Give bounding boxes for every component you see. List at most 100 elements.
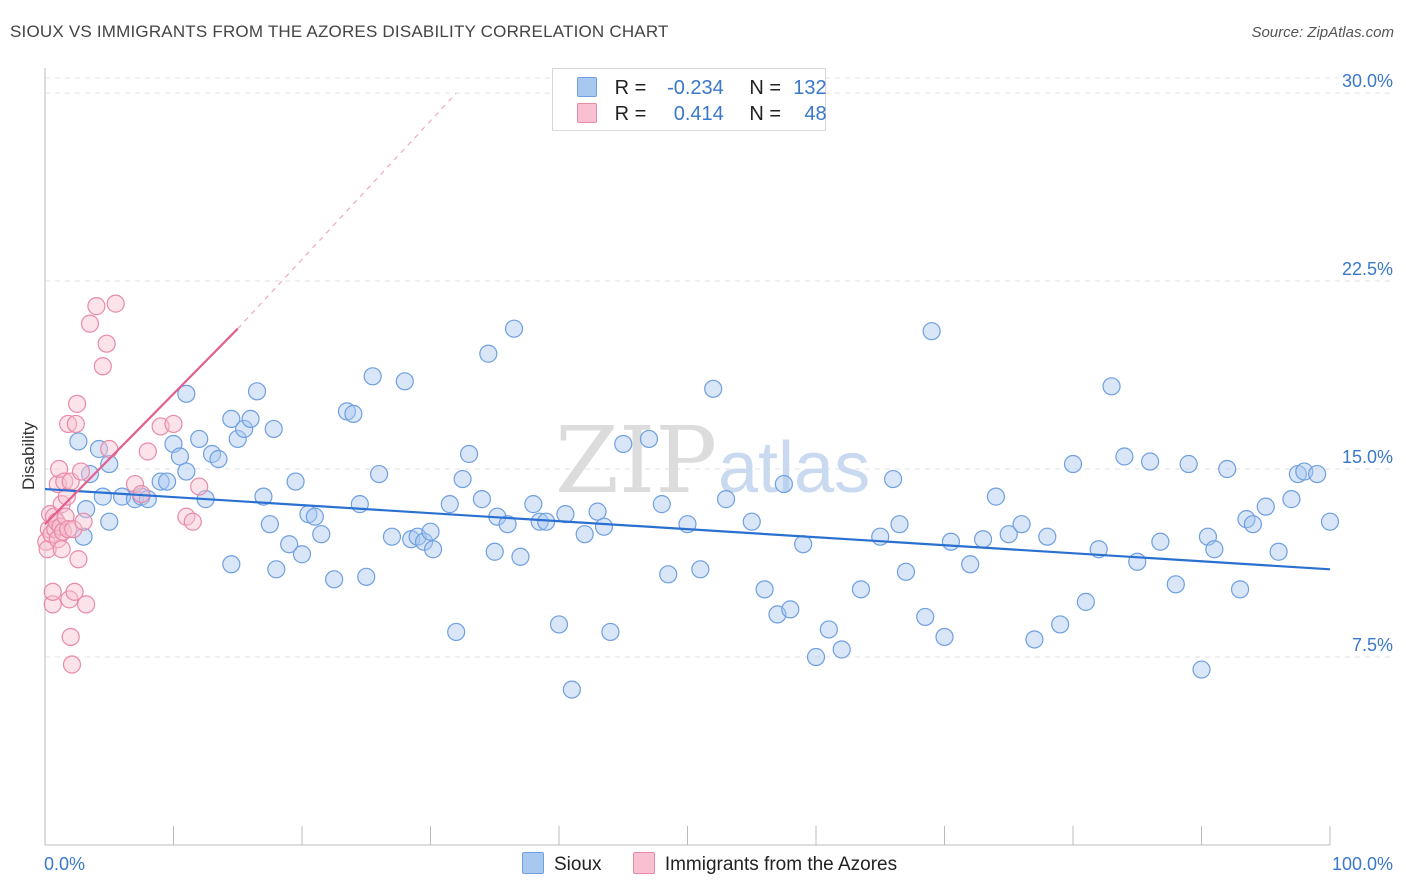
point-sioux [883,469,903,489]
point-azores [64,520,83,539]
point-sioux [1140,452,1160,471]
point-sioux [922,322,941,341]
point-sioux [1308,464,1327,484]
legend-row-sioux: R = -0.234 N = 132 [577,77,827,101]
point-sioux [781,600,800,619]
point-sioux [1230,580,1250,599]
point-sioux [260,515,279,534]
point-azores [61,627,80,647]
point-azores [106,294,125,313]
point-sioux [916,607,935,627]
point-azores [80,314,100,333]
series-label-azores: Immigrants from the Azores [664,854,898,875]
point-sioux [1205,540,1224,559]
legend-r-label: R = [614,77,647,99]
point-sioux [935,627,954,647]
point-sioux [209,449,228,469]
point-sioux [286,472,305,491]
grid-lines [45,77,1395,658]
point-sioux [305,507,324,526]
legend-swatch-sioux [577,77,597,97]
point-sioux [157,472,177,491]
point-sioux [1115,447,1134,466]
y-tick-label: 22.5% [1342,259,1393,279]
point-azores [59,414,78,434]
point-sioux [588,502,607,521]
legend-swatch-azores [577,103,597,123]
point-sioux [498,515,517,534]
point-sioux [370,464,389,484]
point-azores [125,474,145,494]
point-sioux [986,487,1006,506]
point-sioux [74,527,93,546]
legend-n-value: 132 [793,77,827,99]
point-azores [87,297,106,316]
point-sioux [1256,497,1275,516]
point-sioux [1051,615,1070,634]
point-sioux [755,580,774,599]
y-axis-label: Disability [19,421,38,490]
point-azores [52,540,71,559]
point-sioux [151,472,170,491]
point-azores [138,442,157,461]
point-sioux [177,462,196,481]
point-sioux [691,560,710,579]
point-sioux [1179,454,1198,474]
legend-r-label: R = [614,103,647,125]
point-azores [183,512,202,531]
point-azores [43,595,62,614]
legend-r-value: 0.414 [673,103,724,125]
series-legend-item-azores[interactable]: Immigrants from the Azores [632,852,898,876]
point-sioux [280,535,299,554]
point-sioux [100,454,119,474]
point-sioux [222,409,241,429]
point-sioux [222,555,241,574]
point-azores [71,462,91,481]
point-sioux [896,562,916,581]
point-sioux [504,319,524,338]
point-sioux [363,367,382,386]
point-sioux [1269,542,1288,561]
point-sioux [357,567,376,586]
point-sioux [447,622,466,642]
point-sioux [941,532,961,551]
point-sioux [264,419,283,439]
point-azores [66,414,85,434]
point-azores [57,487,76,506]
point-sioux [794,535,813,554]
chart-title: SIOUX VS IMMIGRANTS FROM THE AZORES DISA… [10,22,669,41]
y-tick-label: 15.0% [1342,447,1393,467]
watermark-atlas: atlas [718,428,870,508]
point-sioux [254,487,273,506]
point-sioux [601,622,620,642]
point-sioux [890,515,909,534]
point-sioux [659,565,678,584]
series-legend-item-sioux[interactable]: Sioux [522,852,602,876]
series-swatch-azores [632,852,655,874]
point-sioux [639,429,659,449]
point-sioux [267,560,286,579]
point-sioux [170,447,190,466]
point-sioux [395,372,414,391]
source-label: Source: ZipAtlas.com [1251,24,1394,41]
point-sioux [89,439,109,459]
legend-n-label: N = [749,103,782,125]
point-sioux [453,469,472,489]
point-sioux [190,429,209,449]
watermark-zip: ZIP [555,407,717,514]
legend-r-value: -0.234 [667,77,724,99]
point-azores [74,512,93,531]
point-sioux [806,647,826,667]
point-sioux [549,615,569,634]
point-azores [77,595,96,614]
axes [44,68,1331,846]
point-sioux [421,522,440,541]
point-sioux [292,545,312,564]
point-azores [62,655,82,674]
point-sioux [228,429,247,449]
point-sioux [1243,515,1263,534]
point-azores [59,520,78,539]
point-sioux [1063,454,1083,474]
point-sioux [93,487,112,506]
